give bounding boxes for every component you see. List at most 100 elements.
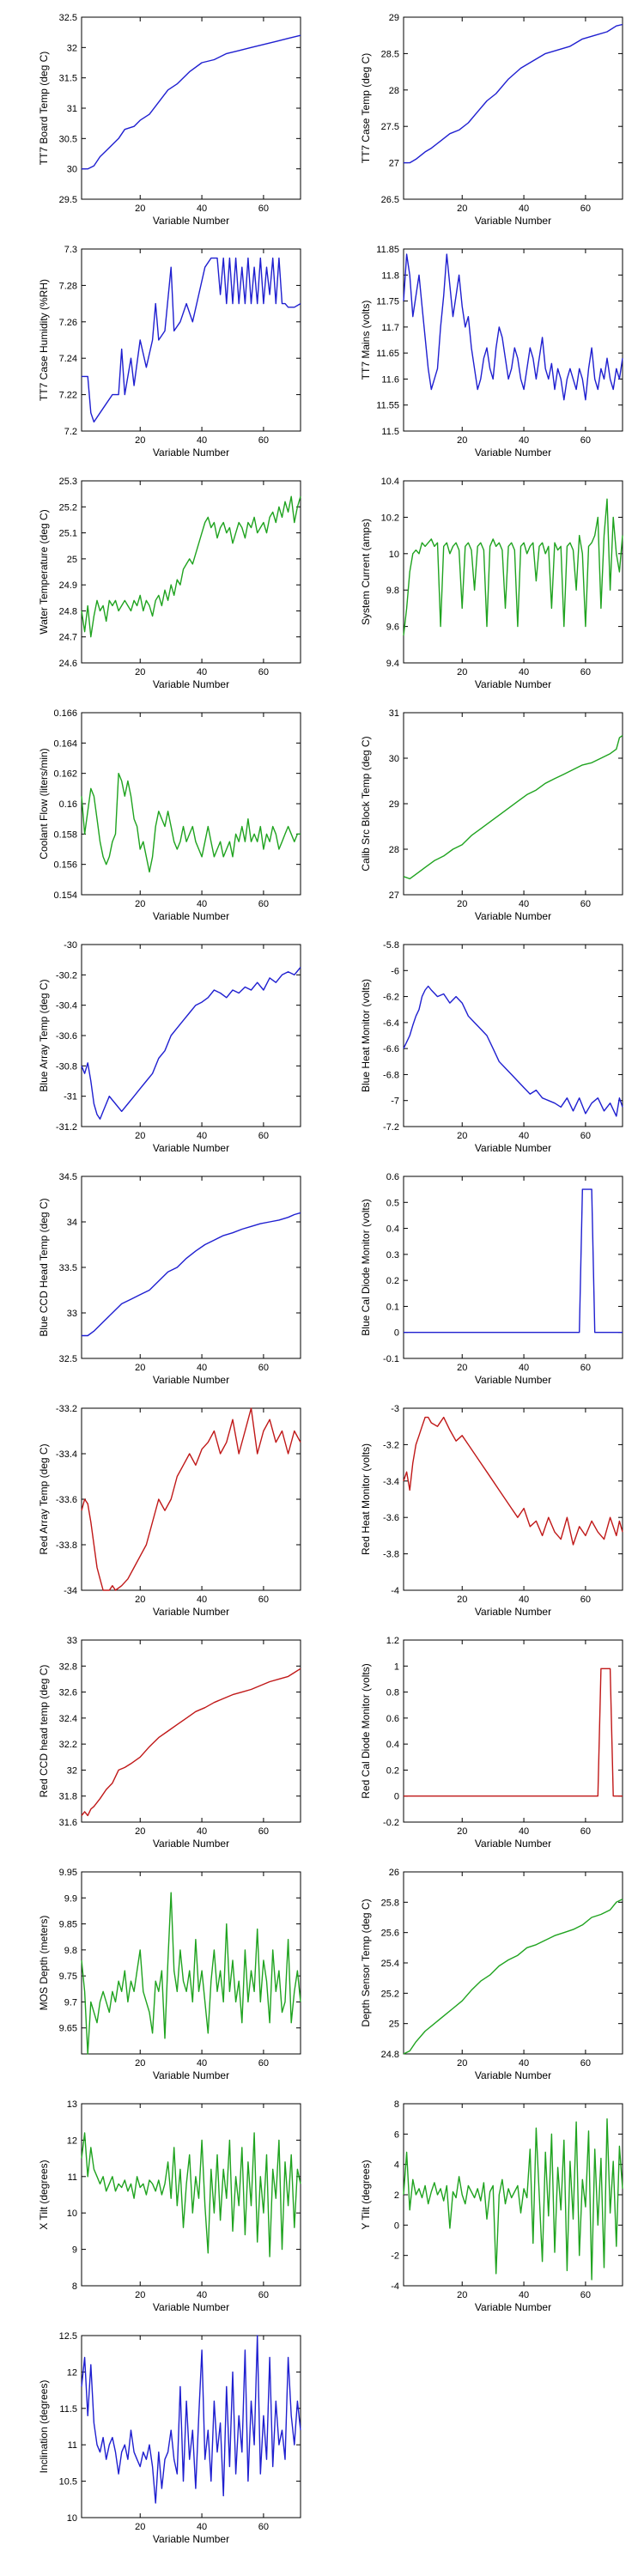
chart-svg: 24.8 25 25.2 25.4 25.6 25.8 26 20 40 60 Variable N… <box>360 1868 623 2081</box>
x-tick-label: 20 <box>457 204 467 214</box>
x-tick-label: 20 <box>135 1826 145 1837</box>
y-tick-label: 25 <box>389 2020 399 2030</box>
y-axis-label: Red Heat Monitor (volts) <box>360 1443 372 1555</box>
x-tick-label: 60 <box>258 667 269 677</box>
y-tick-label: 11.5 <box>59 2404 77 2415</box>
x-tick-label: 60 <box>258 899 269 909</box>
plot-area <box>81 944 301 1127</box>
x-tick-label: 60 <box>580 1131 591 1141</box>
y-tick-label: 9.4 <box>386 659 399 669</box>
y-tick-label: 0 <box>394 1328 399 1339</box>
plot-area <box>403 1176 623 1359</box>
y-tick-label: 25 <box>67 555 77 565</box>
x-tick-label: 40 <box>519 2058 529 2069</box>
x-axis-label: Variable Number <box>475 1374 551 1386</box>
x-tick-label: 40 <box>197 899 207 909</box>
y-tick-label: 12 <box>67 2136 77 2146</box>
plot-area <box>403 944 623 1127</box>
y-tick-label: 33 <box>67 1309 77 1319</box>
y-tick-label: 32 <box>67 1765 77 1776</box>
y-tick-label: 0.1 <box>386 1302 399 1312</box>
y-tick-label: -30.4 <box>56 1001 77 1012</box>
y-axis-label: Red CCD head temp (deg C) <box>38 1665 50 1798</box>
plot-area <box>81 712 301 896</box>
x-axis-label: Variable Number <box>475 678 551 690</box>
y-tick-label: 29 <box>389 13 399 23</box>
plot-area <box>81 1407 301 1591</box>
chart-panel: -0.2 0 0.2 0.4 0.6 0.8 1 1.2 20 40 60 Variable Numb… <box>322 1623 644 1855</box>
y-axis-label: TT7 Board Temp (deg C) <box>38 52 50 166</box>
x-tick-label: 40 <box>519 899 529 909</box>
plot-area <box>81 2103 301 2287</box>
plot-area <box>81 480 301 664</box>
y-tick-label: 0.5 <box>386 1198 399 1208</box>
y-tick-label: 12 <box>67 2367 77 2378</box>
chart-panel: 11.5 11.55 11.6 11.65 11.7 11.75 11.8 11.85 20 40… <box>322 232 644 464</box>
series-line <box>404 1188 623 1334</box>
chart-panel: 10 10.5 11 11.5 12 12.5 20 40 60 Variable Number I… <box>0 2318 322 2550</box>
y-tick-label: -0.1 <box>383 1354 399 1364</box>
y-tick-label: 27 <box>389 890 399 901</box>
y-tick-label: -30.2 <box>56 970 77 981</box>
y-tick-label: 0.8 <box>386 1688 399 1698</box>
y-tick-label: 33 <box>67 1636 77 1646</box>
y-tick-label: -31 <box>64 1092 77 1103</box>
chart-svg: 9.4 9.6 9.8 10 10.2 10.4 20 40 60 Variable Number… <box>360 477 623 690</box>
chart-panel: 24.8 25 25.2 25.4 25.6 25.8 26 20 40 60 Variable N… <box>322 1855 644 2087</box>
series-line <box>81 2335 301 2504</box>
y-tick-label: 0.6 <box>386 1172 399 1182</box>
y-tick-label: -4 <box>391 2281 399 2292</box>
chart-svg: 24.6 24.7 24.8 24.9 25 25.1 25.2 25.3 20 40 60 Vari… <box>38 477 301 690</box>
x-axis-label: Variable Number <box>475 2301 551 2313</box>
y-tick-label: 8 <box>394 2099 399 2110</box>
y-tick-label: -3.8 <box>383 1550 399 1560</box>
y-tick-label: 11.85 <box>376 245 399 255</box>
y-tick-label: -6.6 <box>383 1044 399 1054</box>
x-tick-label: 40 <box>519 667 529 677</box>
y-tick-label: 24.8 <box>59 606 77 617</box>
x-tick-label: 40 <box>197 2290 207 2300</box>
x-tick-label: 20 <box>457 667 467 677</box>
y-tick-label: 24.7 <box>59 633 77 643</box>
y-tick-label: 24.8 <box>381 2050 399 2060</box>
x-tick-label: 40 <box>519 2290 529 2300</box>
y-tick-label: 1 <box>394 1662 399 1672</box>
y-tick-label: 13 <box>67 2099 77 2110</box>
y-tick-label: 7.28 <box>59 281 77 291</box>
x-tick-label: 40 <box>197 2058 207 2069</box>
y-tick-label: 9.8 <box>64 1946 77 1956</box>
y-tick-label: -6.4 <box>383 1018 399 1029</box>
plot-area <box>81 16 301 200</box>
y-tick-label: -33.6 <box>56 1495 77 1505</box>
chart-panel: 29.5 30 30.5 31 31.5 32 32.5 20 40 60 Variable Num… <box>0 0 322 232</box>
y-tick-label: 29 <box>389 799 399 810</box>
y-tick-label: 9.65 <box>59 2024 77 2034</box>
chart-panel: -4 -3.8 -3.6 -3.4 -3.2 -3 20 40 60 Variable Numbe… <box>322 1391 644 1623</box>
series-line <box>403 1416 623 1546</box>
y-axis-label: Red Cal Diode Monitor (volts) <box>360 1663 372 1798</box>
y-tick-label: 11.55 <box>376 401 399 411</box>
y-tick-label: -3.2 <box>383 1440 399 1450</box>
y-tick-label: -2 <box>391 2251 399 2262</box>
chart-panel: -0.1 0 0.1 0.2 0.3 0.4 0.5 0.6 20 40 60 Variable Nu… <box>322 1159 644 1391</box>
y-tick-label: 0.4 <box>386 1224 399 1235</box>
x-tick-label: 40 <box>519 435 529 446</box>
y-tick-label: 26.5 <box>381 195 399 205</box>
chart-svg: -4 -2 0 2 4 6 8 20 40 60 Variable Number Y Tilt (de… <box>360 2099 623 2313</box>
series-line <box>404 1668 623 1797</box>
x-axis-label: Variable Number <box>475 447 551 459</box>
x-tick-label: 60 <box>580 435 591 446</box>
y-tick-label: 4 <box>394 2160 399 2171</box>
y-tick-label: 32 <box>67 43 77 53</box>
y-tick-label: 32.4 <box>59 1714 77 1724</box>
plot-area <box>403 1639 623 1823</box>
y-axis-label: X Tilt (degrees) <box>38 2160 50 2229</box>
y-tick-label: 32.8 <box>59 1662 77 1672</box>
y-tick-label: 10.4 <box>381 477 399 487</box>
y-tick-label: 11 <box>68 2172 77 2183</box>
x-tick-label: 40 <box>197 204 207 214</box>
x-tick-label: 60 <box>580 1595 591 1605</box>
x-tick-label: 20 <box>135 2290 145 2300</box>
y-tick-label: 0.16 <box>59 799 77 810</box>
chart-svg: 26.5 27 27.5 28 28.5 29 20 40 60 Variable Number T… <box>360 13 623 227</box>
